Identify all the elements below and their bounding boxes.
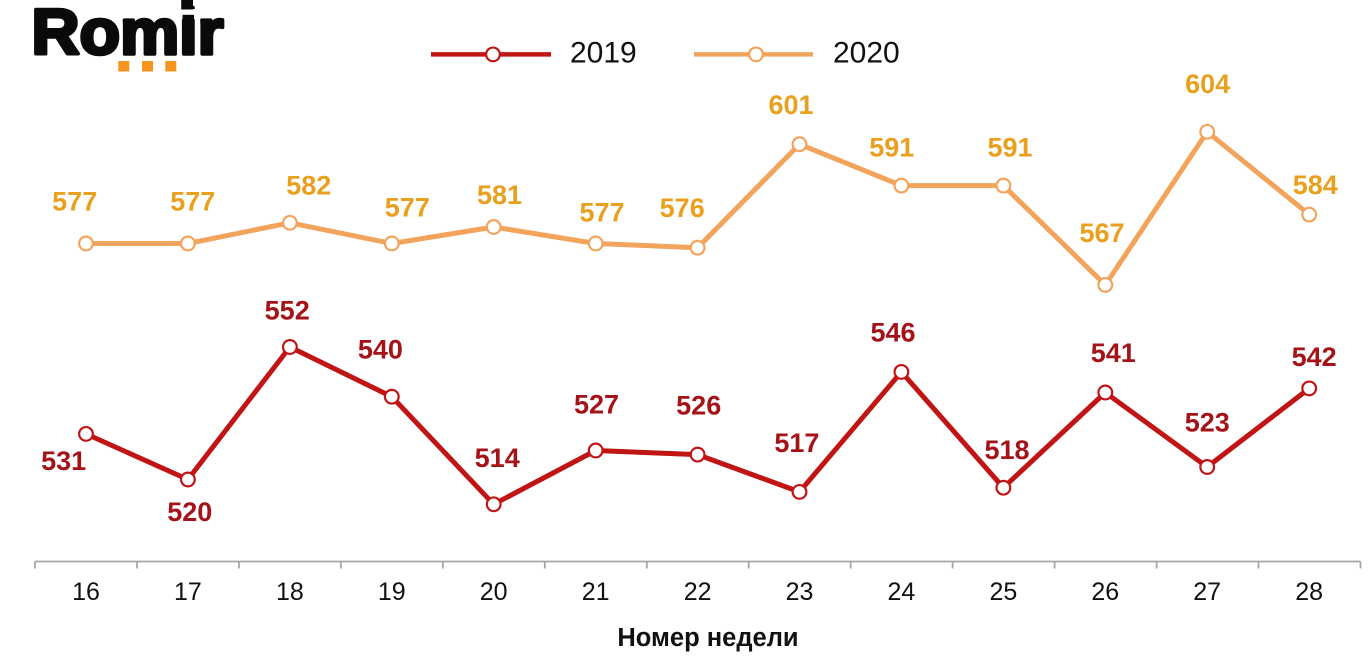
svg-text:542: 542 xyxy=(1292,342,1337,372)
svg-text:576: 576 xyxy=(660,193,705,223)
svg-text:582: 582 xyxy=(286,170,331,200)
svg-text:518: 518 xyxy=(984,435,1029,465)
svg-text:584: 584 xyxy=(1293,170,1338,200)
svg-text:552: 552 xyxy=(265,296,310,326)
svg-text:517: 517 xyxy=(774,428,819,458)
svg-text:17: 17 xyxy=(174,578,202,606)
svg-text:23: 23 xyxy=(786,578,814,606)
svg-text:25: 25 xyxy=(989,578,1017,606)
svg-text:22: 22 xyxy=(684,578,712,606)
svg-text:577: 577 xyxy=(579,197,624,227)
svg-text:26: 26 xyxy=(1091,578,1119,606)
svg-text:18: 18 xyxy=(276,578,304,606)
svg-text:567: 567 xyxy=(1079,218,1124,248)
svg-text:527: 527 xyxy=(574,390,619,420)
svg-text:601: 601 xyxy=(768,90,813,120)
svg-text:19: 19 xyxy=(378,578,406,606)
svg-text:16: 16 xyxy=(72,578,100,606)
svg-text:20: 20 xyxy=(480,578,508,606)
svg-text:21: 21 xyxy=(582,578,610,606)
svg-text:540: 540 xyxy=(358,334,403,364)
svg-text:577: 577 xyxy=(385,193,430,223)
svg-text:Номер недели: Номер недели xyxy=(617,624,798,652)
svg-text:604: 604 xyxy=(1185,69,1230,99)
svg-text:531: 531 xyxy=(41,446,86,476)
svg-text:541: 541 xyxy=(1091,338,1136,368)
svg-text:28: 28 xyxy=(1295,578,1323,606)
svg-text:591: 591 xyxy=(869,133,914,163)
svg-text:577: 577 xyxy=(170,187,215,217)
svg-text:24: 24 xyxy=(887,578,915,606)
svg-text:577: 577 xyxy=(52,187,97,217)
svg-text:546: 546 xyxy=(870,318,915,348)
svg-text:581: 581 xyxy=(477,180,522,210)
svg-text:523: 523 xyxy=(1185,408,1230,438)
svg-text:2019: 2019 xyxy=(570,37,637,70)
svg-text:514: 514 xyxy=(475,443,520,473)
svg-text:2020: 2020 xyxy=(833,37,900,70)
svg-text:591: 591 xyxy=(987,133,1032,163)
svg-text:27: 27 xyxy=(1193,578,1221,606)
svg-text:520: 520 xyxy=(167,497,212,527)
svg-text:526: 526 xyxy=(676,391,721,421)
